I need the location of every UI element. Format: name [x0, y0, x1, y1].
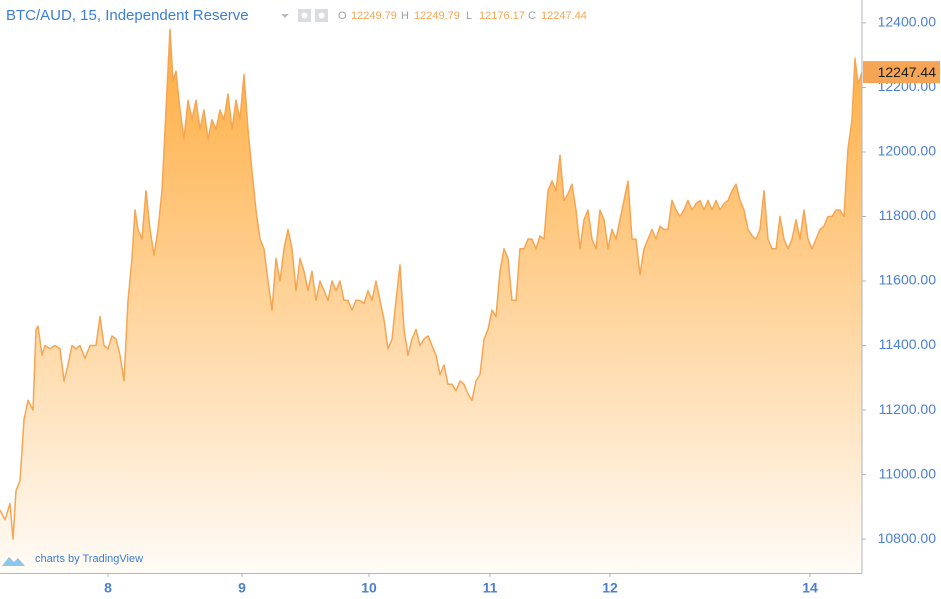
y-tick-label: 10800.00	[878, 530, 937, 546]
ohlc-value: 12249.79	[414, 10, 460, 22]
watermark-logo	[2, 557, 25, 566]
y-tick-label: 12400.00	[878, 14, 937, 30]
ohlc-letter: H	[401, 10, 409, 22]
ohlc-letter: O	[338, 10, 347, 22]
area-fill	[0, 29, 862, 573]
watermark: charts by TradingView	[2, 553, 143, 566]
ohlc-legend: O 12249.79 H 12249.79 L 12176.17 C 12247.44	[338, 10, 587, 22]
last-price-badge	[863, 61, 940, 84]
y-tick-label: 11800.00	[879, 207, 937, 223]
x-tick-label: 14	[802, 580, 818, 596]
price-line	[0, 28, 863, 540]
watermark-text: charts by TradingView	[35, 553, 143, 565]
plot-area	[0, 28, 863, 573]
y-tick-label: 12000.00	[878, 143, 937, 159]
last-price-label: 12247.44	[878, 64, 937, 80]
hide-icon-dot	[318, 12, 325, 19]
x-tick-label: 10	[361, 580, 377, 596]
ohlc-value: 12249.79	[351, 10, 397, 22]
axes: 10800.00 11000.00 11200.00 11400.00 11600.00…	[104, 14, 940, 596]
y-tick-label: 11000.00	[879, 465, 937, 481]
x-tick-label: 11	[483, 580, 498, 596]
x-tick-label: 8	[104, 580, 112, 596]
ohlc-letter: C	[528, 10, 536, 22]
chart-title: BTC/AUD, 15, Independent Reserve	[6, 7, 249, 24]
y-tick-label: 11200.00	[879, 401, 937, 417]
ohlc-value: 12247.44	[541, 10, 587, 22]
ohlc-value: 12176.17	[479, 10, 525, 22]
dropdown-icon[interactable]	[281, 14, 289, 18]
x-tick-label: 12	[602, 580, 618, 596]
y-tick-label: 11600.00	[879, 272, 937, 288]
ohlc-letter: L	[466, 10, 472, 22]
y-tick-label: 11400.00	[879, 336, 937, 352]
x-tick-label: 9	[238, 580, 246, 596]
settings-icon-dot	[301, 12, 308, 19]
